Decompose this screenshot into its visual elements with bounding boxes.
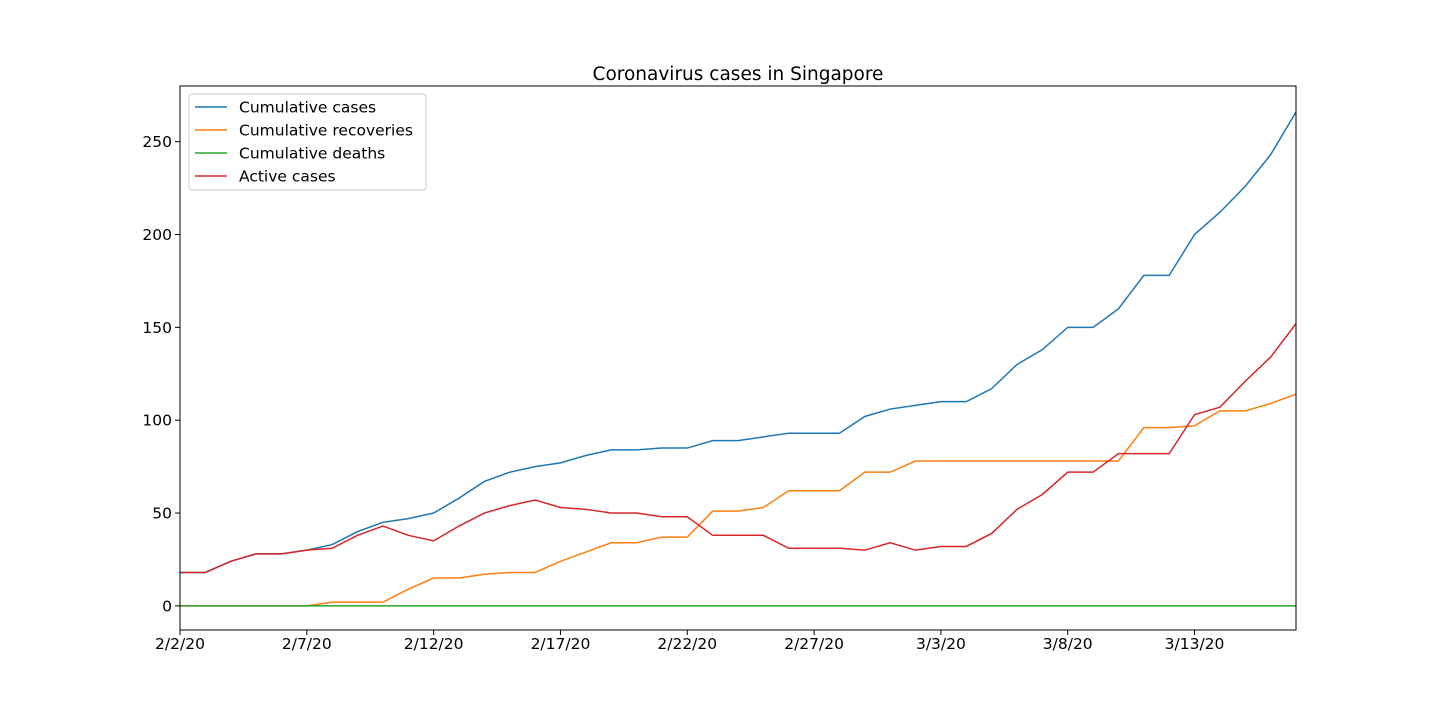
x-tick-label: 3/8/20 <box>1043 635 1093 653</box>
x-tick-label: 2/17/20 <box>531 635 591 653</box>
series-line-cumulative-cases <box>180 111 1297 574</box>
series-line-cumulative-recoveries <box>180 393 1297 607</box>
x-tick-label: 3/13/20 <box>1165 635 1225 653</box>
legend: Cumulative cases Cumulative recoveries Cum… <box>188 93 427 191</box>
plot-area-frame <box>179 85 1297 631</box>
x-tick-label: 2/12/20 <box>404 635 464 653</box>
legend-label-cumulative-recoveries: Cumulative recoveries <box>239 122 413 140</box>
series-line-active-cases <box>180 323 1297 574</box>
legend-label-active-cases: Active cases <box>239 168 336 186</box>
y-tick-label: 200 <box>142 226 172 244</box>
y-tick-label: 50 <box>152 505 172 523</box>
legend-label-cumulative-cases: Cumulative cases <box>239 99 376 117</box>
y-tick-label: 250 <box>142 133 172 151</box>
y-tick-label: 100 <box>142 412 172 430</box>
y-tick-label: 150 <box>142 319 172 337</box>
y-tick-label: 0 <box>162 597 172 615</box>
plot-lines <box>180 111 1297 607</box>
x-tick-label: 3/3/20 <box>916 635 966 653</box>
chart-title: Coronavirus cases in Singapore <box>593 64 884 85</box>
x-tick-label: 2/7/20 <box>282 635 332 653</box>
x-tick-label: 2/2/20 <box>155 635 205 653</box>
legend-label-cumulative-deaths: Cumulative deaths <box>239 145 385 163</box>
y-axis: 0 50 100 150 200 250 <box>142 133 180 615</box>
x-tick-label: 2/22/20 <box>657 635 717 653</box>
legend-box <box>188 93 427 191</box>
x-axis: 2/2/20 2/7/20 2/12/20 2/17/20 2/22/20 2/27/20… <box>155 630 1224 653</box>
x-tick-label: 2/27/20 <box>784 635 844 653</box>
